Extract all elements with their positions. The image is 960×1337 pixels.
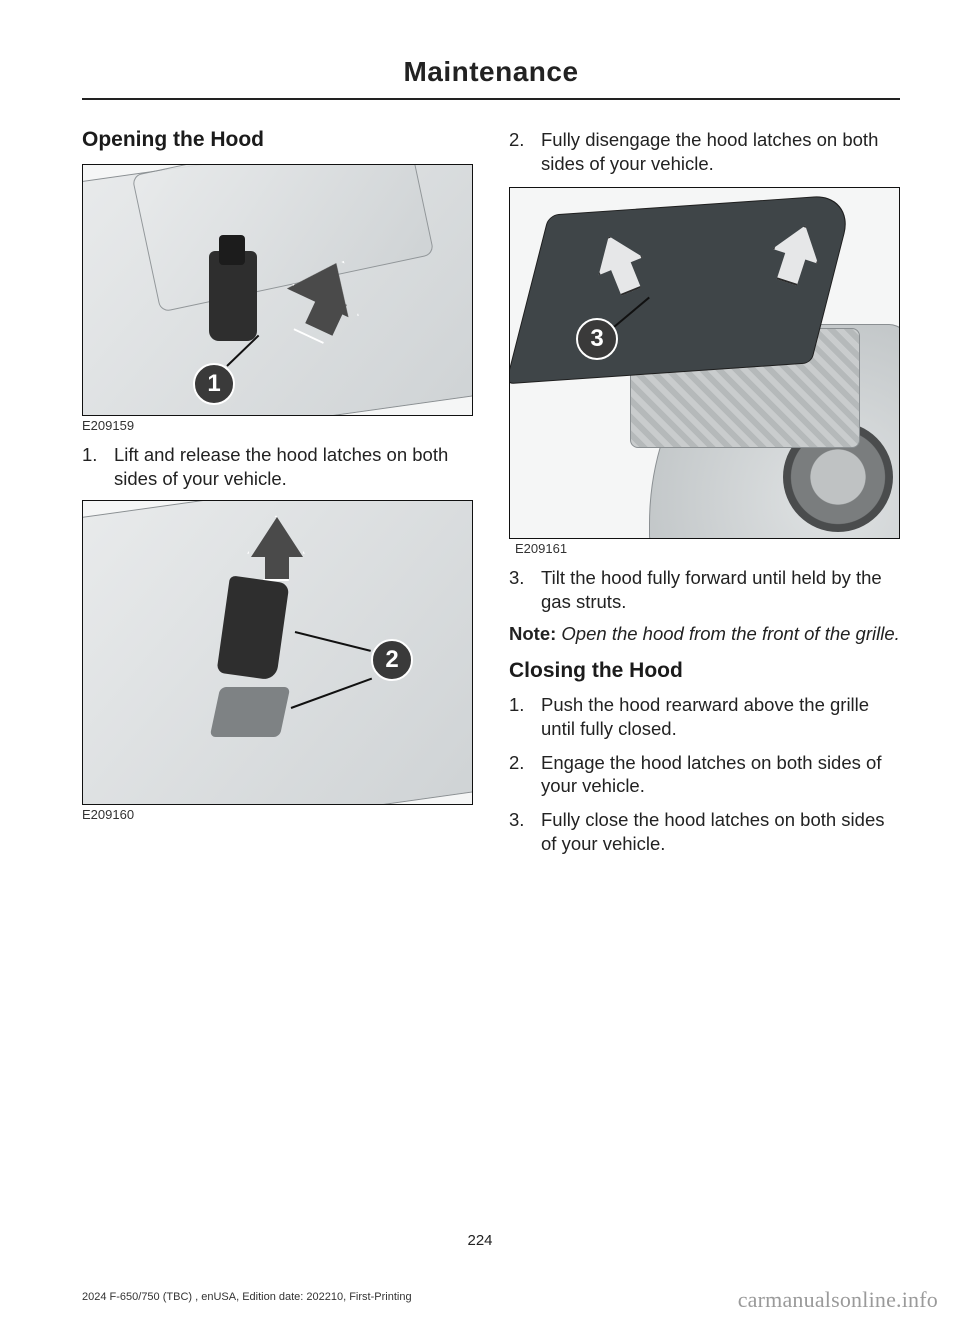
callout-number: 3 — [590, 325, 603, 353]
figure-2: 2 — [82, 500, 473, 805]
step-number: 1. — [82, 443, 114, 490]
note-label: Note: — [509, 623, 556, 644]
closing-step-1: 1. Push the hood rearward above the gril… — [509, 693, 900, 740]
step-text: Fully disengage the hood latches on both… — [541, 128, 900, 175]
hood-latch-top — [219, 235, 245, 265]
step-number: 1. — [509, 693, 541, 740]
figure-3: 3 — [509, 187, 900, 539]
manual-page: Maintenance Opening the Hood 1 E209159 1 — [0, 0, 960, 1337]
figure-id-1: E209159 — [82, 418, 473, 433]
right-column: 2. Fully disengage the hood latches on b… — [509, 128, 900, 859]
callout-number: 2 — [385, 646, 398, 674]
step-number: 3. — [509, 566, 541, 613]
watermark-text: carmanualsonline.info — [738, 1287, 938, 1313]
step-number: 3. — [509, 808, 541, 855]
figure-id-2: E209160 — [82, 807, 473, 822]
step-text: Engage the hood latches on both sides of… — [541, 751, 900, 798]
closing-step-3: 3. Fully close the hood latches on both … — [509, 808, 900, 855]
step-text: Lift and release the hood latches on bot… — [114, 443, 473, 490]
step-number: 2. — [509, 751, 541, 798]
step-text: Tilt the hood fully forward until held b… — [541, 566, 900, 613]
section-heading-closing: Closing the Hood — [509, 659, 900, 683]
opening-step-3: 3. Tilt the hood fully forward until hel… — [509, 566, 900, 613]
document-meta: 2024 F-650/750 (TBC) , enUSA, Edition da… — [82, 1291, 412, 1303]
step-number: 2. — [509, 128, 541, 175]
step-text: Fully close the hood latches on both sid… — [541, 808, 900, 855]
section-heading-opening: Opening the Hood — [82, 128, 473, 152]
note-text: Open the hood from the front of the gril… — [556, 623, 899, 644]
closing-step-2: 2. Engage the hood latches on both sides… — [509, 751, 900, 798]
note-block: Note: Open the hood from the front of th… — [509, 622, 900, 646]
step-text: Push the hood rearward above the grille … — [541, 693, 900, 740]
callout-number: 1 — [207, 370, 220, 398]
left-column: Opening the Hood 1 E209159 1. Lift and r… — [82, 128, 473, 859]
chapter-title: Maintenance — [82, 56, 900, 98]
opening-step-1: 1. Lift and release the hood latches on … — [82, 443, 473, 490]
hood-open-shape — [509, 194, 855, 385]
figure-1: 1 — [82, 164, 473, 416]
header-rule — [82, 98, 900, 100]
opening-step-2: 2. Fully disengage the hood latches on b… — [509, 128, 900, 175]
callout-bubble-1: 1 — [193, 363, 235, 405]
two-column-layout: Opening the Hood 1 E209159 1. Lift and r… — [82, 128, 900, 859]
figure-id-3: E209161 — [515, 541, 900, 556]
latch-plate — [210, 687, 291, 737]
page-number: 224 — [0, 1232, 960, 1249]
